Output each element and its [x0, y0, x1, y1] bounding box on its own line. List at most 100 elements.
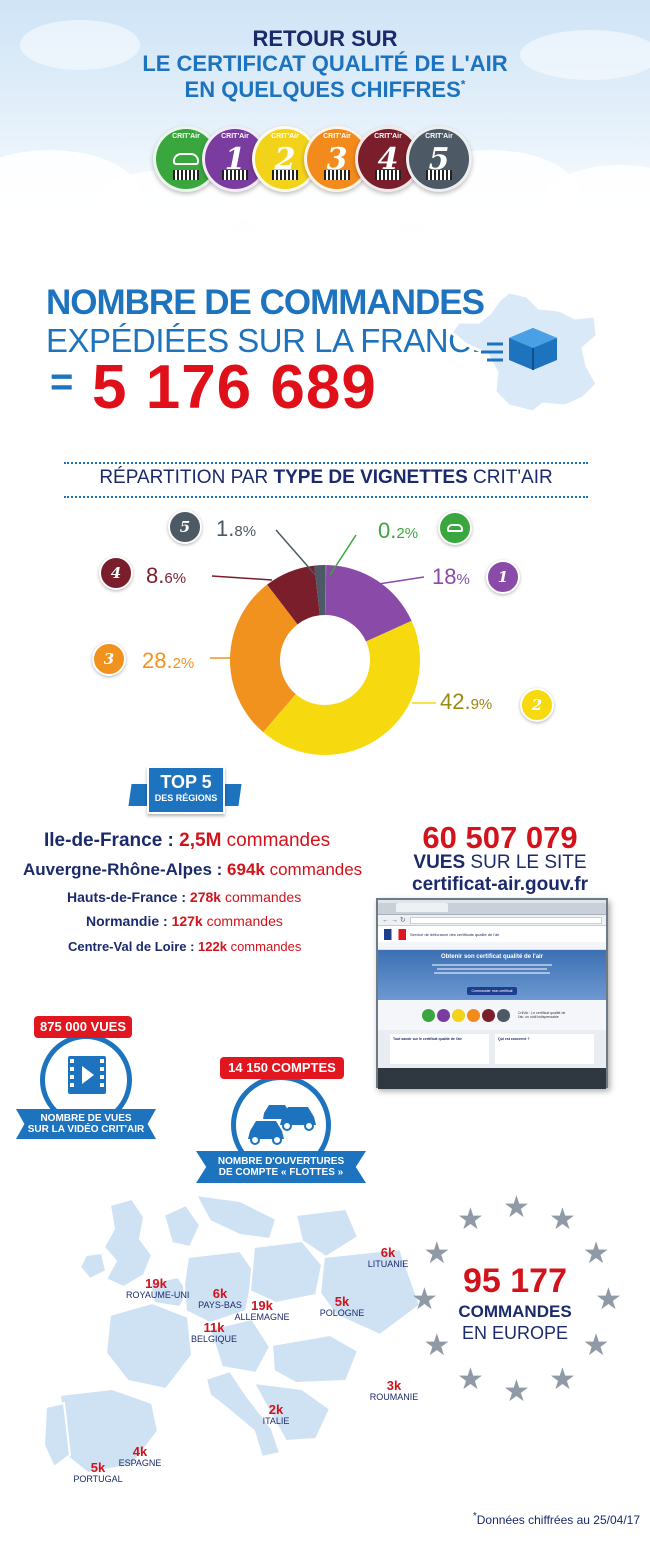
europe-country-3: ALLEMAGNE: [234, 1312, 290, 1322]
map-ireland: [78, 1251, 108, 1281]
site-views-label: VUES SUR LE SITE: [413, 852, 587, 873]
donut-leader-line-1: [371, 576, 425, 586]
donut-slice-1: [325, 565, 412, 642]
divider-top: [64, 462, 588, 464]
footnote: *Données chiffrées au 25/04/17: [472, 1511, 640, 1527]
electric-car-icon: [173, 153, 199, 165]
commandes-title-1: NOMBRE DE COMMANDES: [46, 283, 485, 322]
map-denmark: [162, 1203, 202, 1249]
eu-star-icon: ★: [457, 1203, 484, 1237]
eu-star-icon: ★: [457, 1362, 484, 1396]
europe-country-6: ROUMANIE: [369, 1392, 419, 1402]
europe-total-value: 95 177: [463, 1262, 567, 1300]
eu-star-icon: ★: [423, 1237, 451, 1270]
eu-star-icon: ★: [582, 1237, 610, 1270]
europe-count-4: 5k: [334, 1294, 350, 1309]
donut-leader-line-0: [329, 534, 357, 576]
header-banner: RETOUR SUR LE CERTIFICAT QUALITÉ DE L'AI…: [0, 0, 650, 235]
donut-badge-icon-4: 4: [99, 556, 133, 590]
donut-badge-icon-3: 3: [92, 642, 126, 676]
eu-star-icon: ★: [549, 1362, 576, 1396]
europe-count-8: 4k: [132, 1444, 148, 1459]
map-central: [208, 1317, 272, 1375]
region-normandie: Normandie : 127k commandes: [86, 913, 283, 929]
europe-country-4: POLOGNE: [319, 1308, 365, 1318]
europe-count-7: 2k: [268, 1402, 284, 1417]
donut-slice-4: [267, 565, 320, 625]
donut-label-1: 18%: [432, 564, 470, 589]
commandes-title-2: EXPÉDIÉES SUR LA FRANCE: [46, 322, 493, 359]
europe-total-line2: EN EUROPE: [461, 1323, 569, 1343]
critair-donut-chart: [210, 529, 436, 755]
region-ile-de-france: Ile-de-France : 2,5M commandes: [44, 830, 331, 851]
europe-count-5: 6k: [380, 1245, 396, 1260]
cars-icon: [248, 1105, 316, 1145]
eu-star-icon: ★: [582, 1329, 610, 1362]
donut-slice-2: [263, 620, 420, 755]
donut-label-3: 28.2%: [142, 648, 195, 673]
site-badges: Crit'Air : Le certificat qualité de l'ai…: [378, 1000, 606, 1030]
europe-country-0: ROYAUME-UNI: [126, 1290, 190, 1300]
donut-label-5: 1.8%: [216, 516, 257, 541]
site-banner-button: Commander mon certificat: [467, 987, 517, 995]
commandes-value: 5 176 689: [92, 353, 377, 422]
eu-star-icon: ★: [411, 1283, 438, 1316]
region-auvergne-rhone-alpes: Auvergne-Rhône-Alpes : 694k commandes: [23, 860, 363, 879]
browser-address-bar: ← → ↻: [378, 915, 606, 926]
header-line-3: EN QUELQUES CHIFFRES*: [184, 77, 466, 102]
map-romania: [270, 1333, 360, 1385]
qr-code-icon: [375, 170, 401, 180]
eu-star-icon: ★: [503, 1191, 530, 1224]
site-content-boxes: Tout savoir sur le certificat qualité de…: [378, 1030, 606, 1068]
europe-count-2: 11k: [203, 1320, 225, 1335]
equals-sign: =: [50, 360, 74, 404]
film-play-icon: [68, 1056, 106, 1094]
map-benelux: [148, 1275, 190, 1309]
qr-code-icon: [426, 170, 452, 180]
donut-label-4: 8.6%: [146, 563, 187, 588]
europe-country-1: PAYS-BAS: [198, 1300, 242, 1310]
package-icon: [509, 328, 557, 370]
qr-code-icon: [324, 170, 350, 180]
top5-badge: TOP 5 DES RÉGIONS: [147, 766, 225, 814]
donut-badge-icon-5: 5: [168, 510, 202, 544]
europe-country-5: LITUANIE: [367, 1259, 409, 1269]
donut-slice-0: [325, 565, 327, 616]
europe-total-line1: COMMANDES: [458, 1302, 572, 1321]
video-ribbon: NOMBRE DE VUES SUR LA VIDÉO CRIT'AIR: [16, 1109, 156, 1139]
donut-badge-icon-0: [438, 511, 472, 545]
europe-count-0: 19k: [145, 1276, 167, 1291]
region-hauts-de-france: Hauts-de-France : 278k commandes: [67, 889, 302, 905]
europe-country-7: ITALIE: [262, 1416, 290, 1426]
europe-map: [42, 1195, 422, 1475]
donut-leader-line-5: [275, 529, 319, 579]
site-url: certificat-air.gouv.fr: [412, 874, 588, 895]
header-line-2: LE CERTIFICAT QUALITÉ DE L'AIR: [142, 51, 508, 76]
donut-label-0: 0.2%: [378, 518, 419, 543]
europe-count-9: 5k: [90, 1460, 106, 1475]
fleet-accounts-pill: 14 150 COMPTES: [220, 1057, 344, 1079]
map-east: [318, 1247, 422, 1337]
eu-star-icon: ★: [549, 1203, 576, 1237]
donut-leader-line-4: [211, 575, 273, 581]
website-screenshot: ← → ↻ Service de délivrance des certific…: [376, 898, 608, 1089]
map-baltics: [294, 1207, 360, 1259]
europe-count-6: 3k: [386, 1378, 402, 1393]
map-italy: [204, 1369, 282, 1459]
france-map-icon: [448, 290, 599, 413]
qr-code-icon: [222, 170, 248, 180]
eu-star-icon: ★: [503, 1375, 530, 1408]
header-line-1: RETOUR SUR: [252, 26, 398, 51]
map-germany: [182, 1249, 256, 1325]
site-views-value: 60 507 079: [422, 820, 578, 855]
map-uk: [102, 1197, 154, 1289]
donut-badge-icon-2: 2: [520, 688, 554, 722]
map-balkans: [252, 1381, 332, 1443]
site-banner: Obtenir son certificat qualité de l'air …: [378, 950, 606, 1000]
donut-badge-icon-1: 1: [486, 560, 520, 594]
critair-badge-5: CRIT'Air 5: [406, 126, 472, 192]
donut-label-2: 42.9%: [440, 689, 493, 714]
europe-country-2: BELGIQUE: [190, 1334, 237, 1344]
europe-count-3: 19k: [251, 1298, 273, 1313]
europe-country-8: ESPAGNE: [118, 1458, 162, 1468]
